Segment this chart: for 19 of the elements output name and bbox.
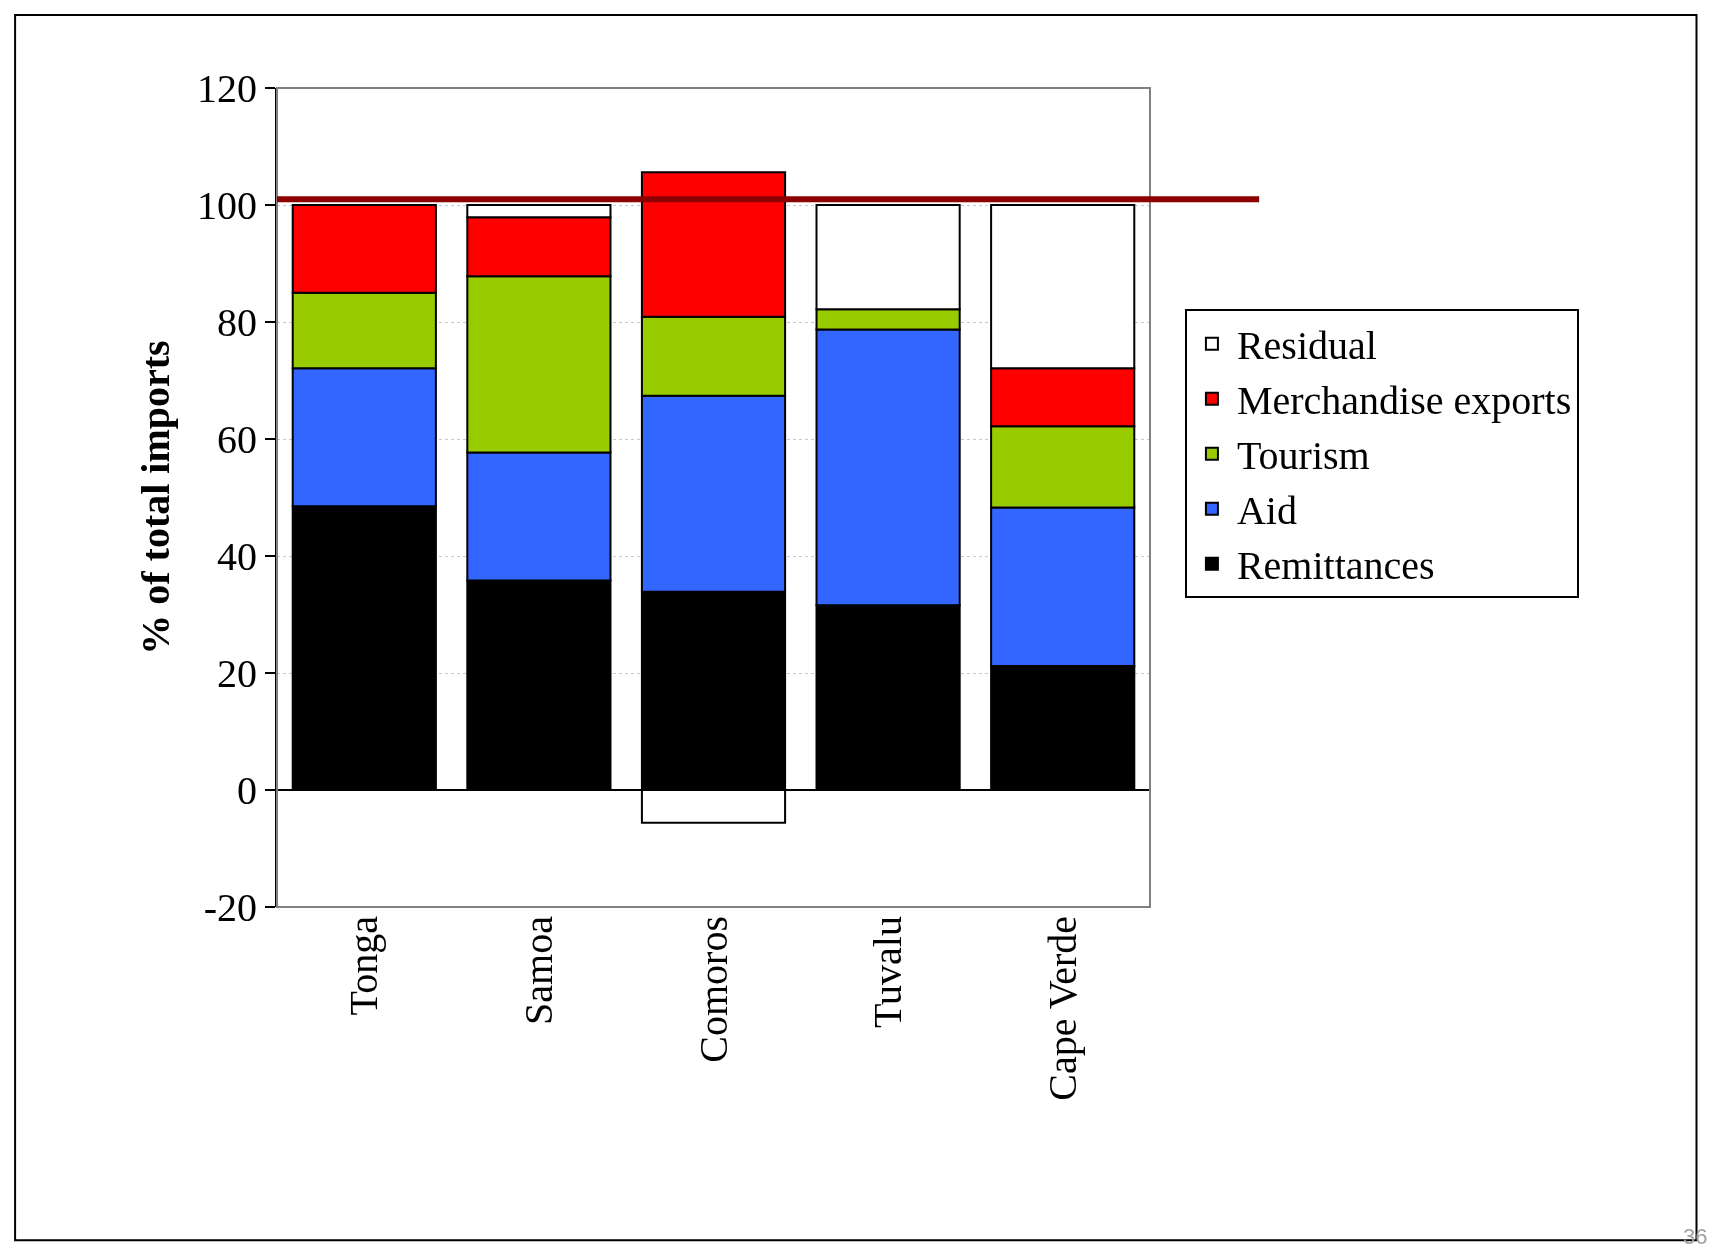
- x-tick-label: Samoa: [515, 915, 561, 1025]
- y-axis-title: % of total imports: [133, 340, 178, 655]
- y-tick-label: 40: [217, 534, 257, 579]
- y-tick-label: 100: [197, 183, 257, 228]
- legend-label: Tourism: [1236, 433, 1370, 479]
- y-tick-label: 0: [237, 768, 257, 813]
- legend-label: Aid: [1236, 488, 1297, 534]
- y-tick-label: 60: [217, 417, 257, 462]
- x-tick-label: Tuvalu: [865, 916, 911, 1028]
- y-tick-label: 20: [217, 651, 257, 696]
- legend-label: Merchandise exports: [1236, 378, 1572, 424]
- y-tick-label: 80: [217, 300, 257, 345]
- x-tick-label: Tonga: [341, 915, 387, 1016]
- legend-label: Remittances: [1236, 543, 1435, 589]
- x-tick-label: Cape Verde: [1039, 916, 1085, 1101]
- y-tick-label: 120: [197, 66, 257, 111]
- y-tick-label: -20: [203, 885, 257, 930]
- legend-label: Residual: [1236, 323, 1377, 369]
- x-tick-label: Comoros: [690, 916, 736, 1063]
